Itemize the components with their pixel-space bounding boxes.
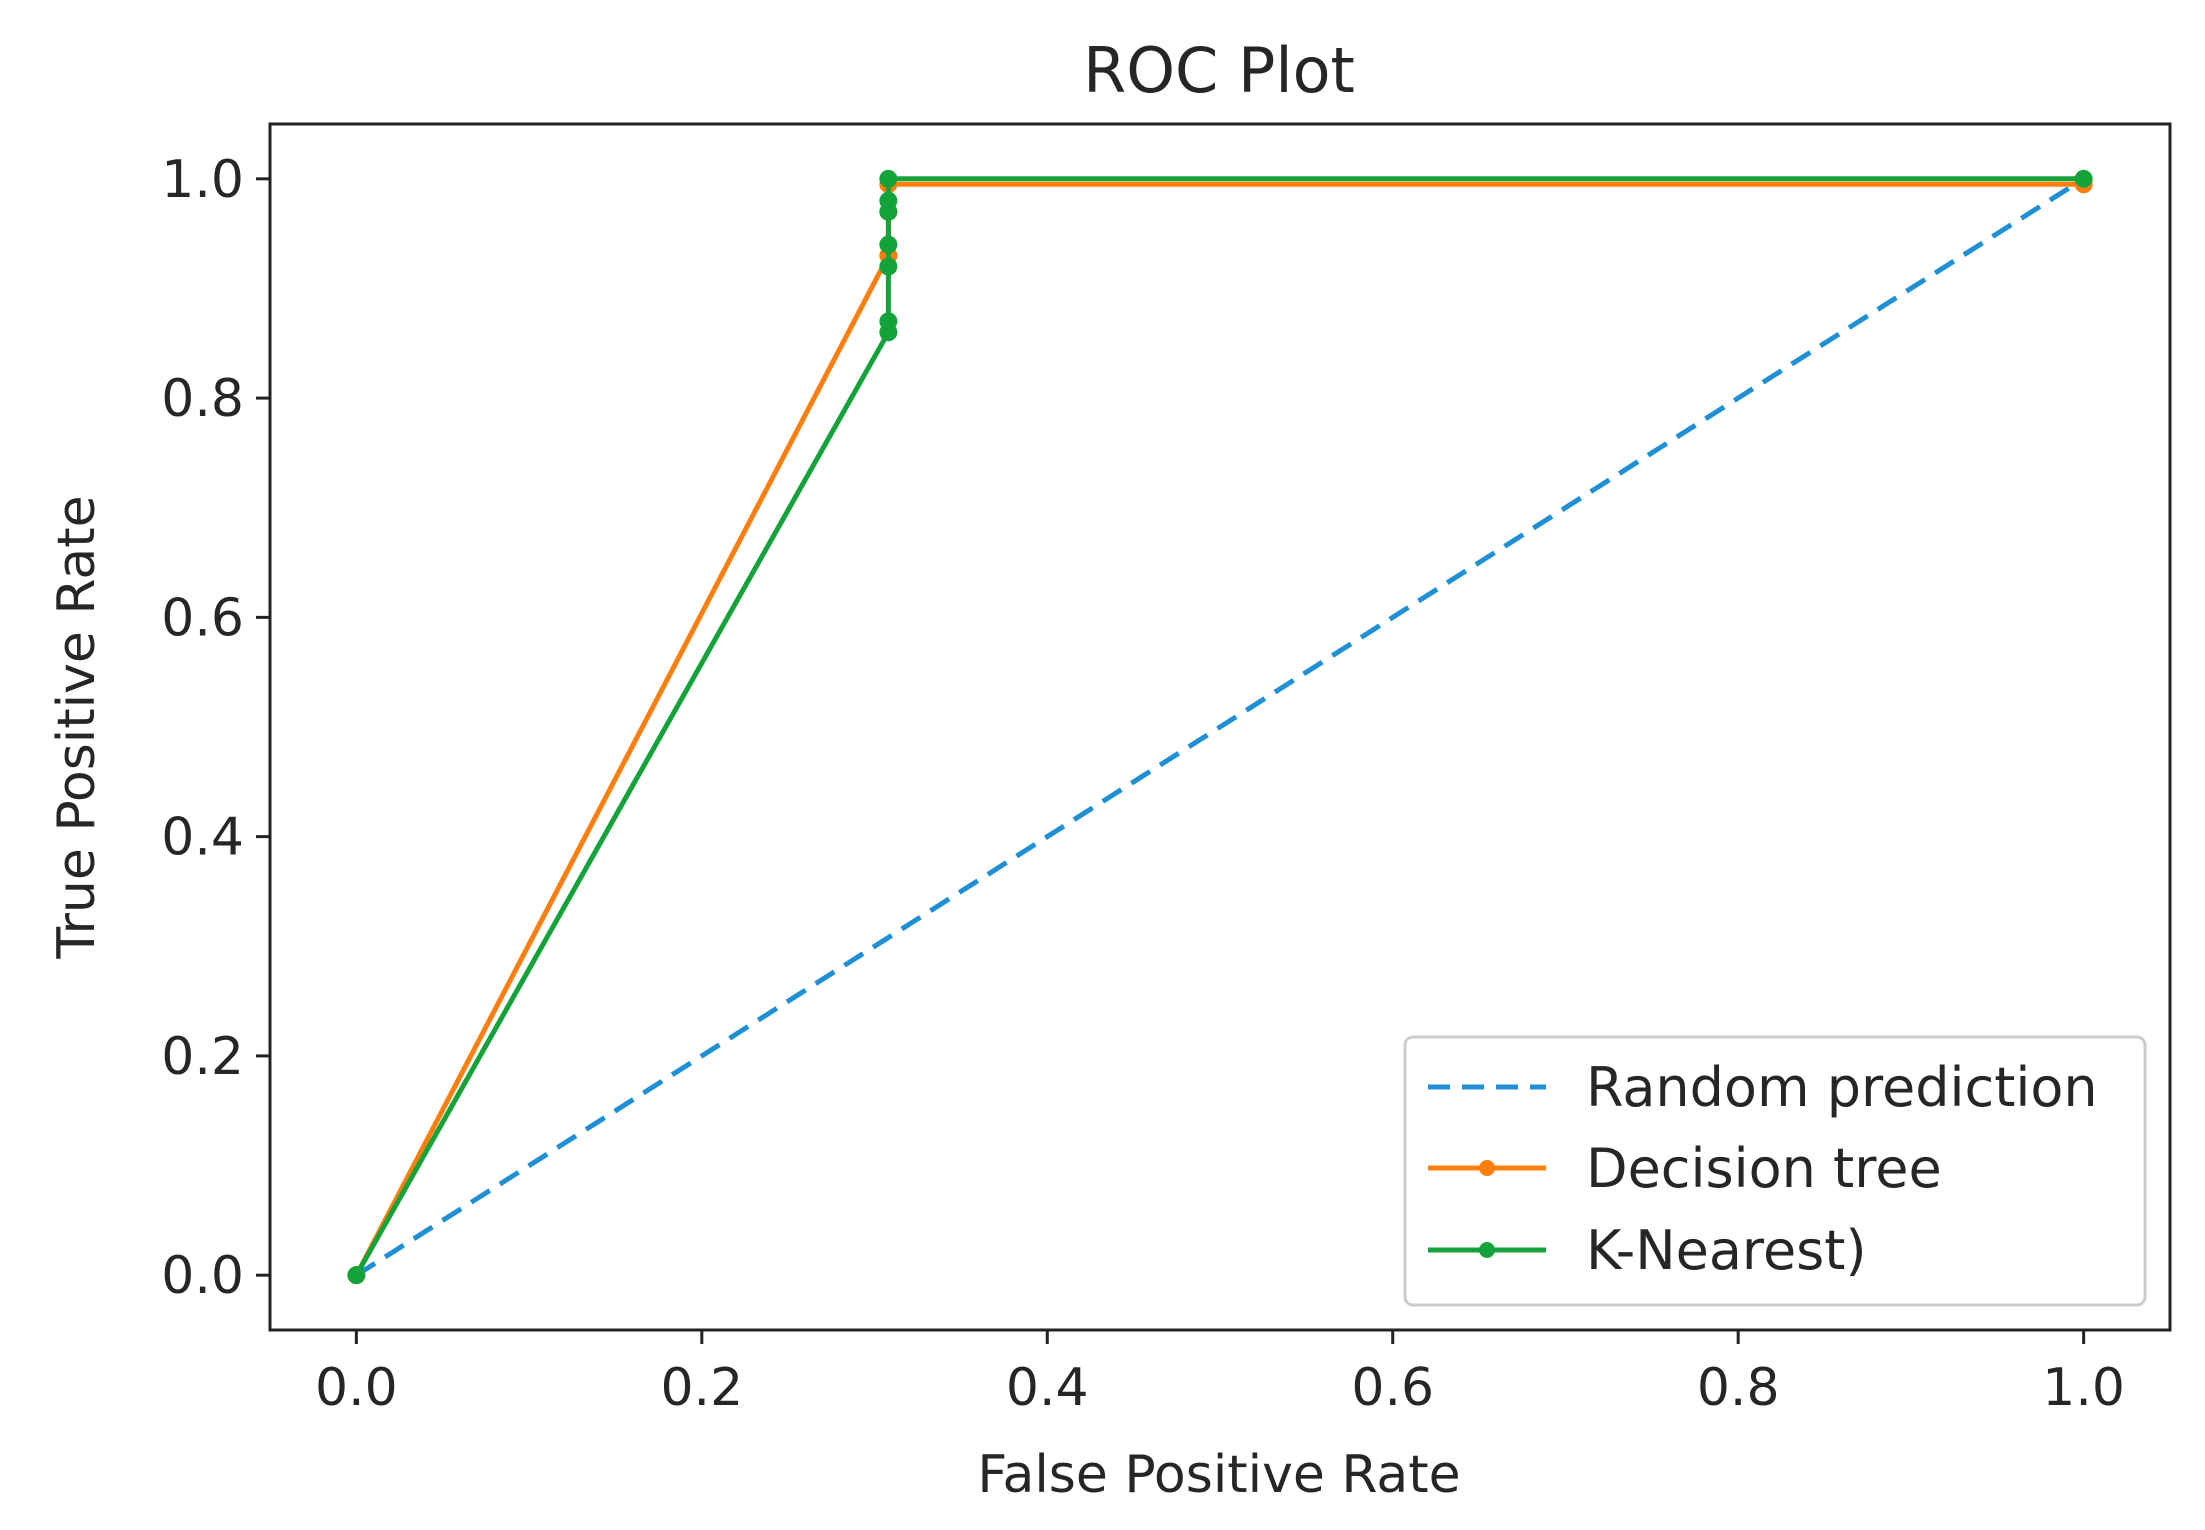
legend-marker-k-nearest [1479,1242,1495,1258]
series-k-nearest [347,169,2093,1285]
data-point-k-nearest [2074,169,2093,188]
legend-marker-decision-tree [1479,1160,1495,1176]
legend-box [1403,1035,2147,1307]
legend-label-k-nearest: K-Nearest) [1586,1219,1867,1282]
x-tick-label: 0.0 [315,1358,398,1418]
y-tick-label: 0.6 [161,588,244,648]
data-point-k-nearest [879,191,898,210]
data-point-k-nearest [879,169,898,188]
data-point-k-nearest [879,235,898,254]
y-axis-ticks: 0.0 0.2 0.4 0.6 0.8 1.0 [161,150,270,1306]
chart-title: ROC Plot [1083,34,1355,107]
y-axis-label: True Positive Rate [47,495,107,959]
y-tick-label: 1.0 [161,150,244,210]
series-layer [347,169,2093,1285]
legend-label-random-prediction: Random prediction [1586,1056,2098,1119]
x-tick-label: 0.2 [660,1358,743,1418]
data-point-k-nearest [879,312,898,331]
y-tick-label: 0.4 [161,808,244,868]
x-axis-ticks: 0.0 0.2 0.4 0.6 0.8 1.0 [315,1330,2125,1418]
series-line-random-prediction [355,176,2085,1278]
plot-frame [268,122,2172,1332]
data-point-k-nearest [347,1266,366,1285]
legend: Random prediction Decision tree K-Neares… [1403,1035,2147,1307]
x-tick-label: 0.8 [1697,1358,1780,1418]
x-axis-label: False Positive Rate [977,1445,1460,1505]
series-random-prediction [355,176,2085,1278]
legend-label-decision-tree: Decision tree [1586,1137,1942,1200]
y-tick-label: 0.8 [161,369,244,429]
x-tick-label: 1.0 [2042,1358,2125,1418]
y-tick-label: 0.2 [161,1027,244,1087]
data-point-k-nearest [879,257,898,276]
x-tick-label: 0.4 [1006,1358,1089,1418]
y-tick-label: 0.0 [161,1246,244,1306]
x-tick-label: 0.6 [1351,1358,1434,1418]
